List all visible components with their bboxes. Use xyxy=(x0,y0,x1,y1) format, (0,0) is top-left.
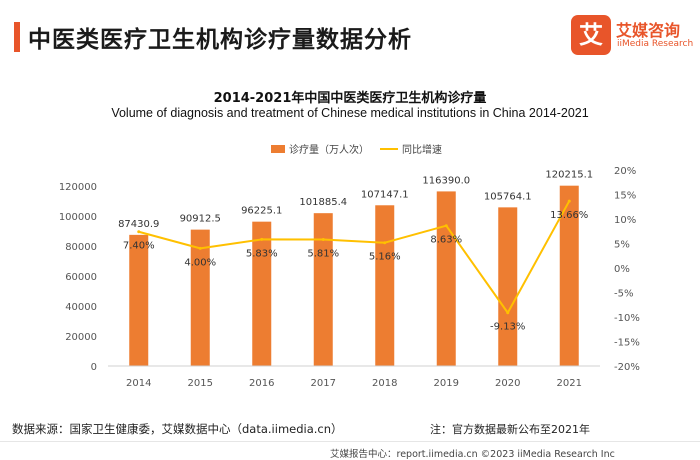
line-point xyxy=(506,311,510,315)
bar xyxy=(375,205,395,366)
logo-name-en: iiMedia Research xyxy=(617,39,694,49)
line-value-label: -9.13% xyxy=(490,322,525,333)
line-point xyxy=(444,224,448,228)
left-tick-label: 120000 xyxy=(59,182,97,193)
data-labels: 87430.9 90912.5 96225.1 101885.4 107147.1 116… xyxy=(118,170,593,333)
bar-value-label: 90912.5 xyxy=(180,214,221,225)
right-tick-label: 20% xyxy=(614,166,636,177)
right-tick-label: -10% xyxy=(614,313,640,324)
bar xyxy=(252,221,272,366)
line-point xyxy=(567,199,571,203)
line-value-label: 8.63% xyxy=(430,235,462,246)
footer-divider xyxy=(0,441,700,442)
legend-swatch-bar xyxy=(271,145,285,153)
legend: 诊疗量（万人次） 同比增速 xyxy=(271,143,442,156)
line-value-label: 13.66% xyxy=(550,210,588,221)
line-point xyxy=(383,241,387,245)
right-tick-label: 5% xyxy=(614,240,630,251)
x-tick-label: 2021 xyxy=(557,378,582,389)
copyright-line: 艾媒报告中心：report.iimedia.cn ©2023 iiMedia R… xyxy=(330,449,615,460)
logo-name-cn: 艾媒咨询 xyxy=(616,21,681,40)
line-point xyxy=(321,238,325,242)
line-series xyxy=(137,199,571,315)
x-tick-label: 2015 xyxy=(188,378,213,389)
logo-mark-icon: 艾 xyxy=(571,15,611,55)
bar-value-label: 96225.1 xyxy=(241,206,282,217)
left-tick-label: 0 xyxy=(91,362,97,373)
x-tick-label: 2014 xyxy=(126,378,151,389)
bar-series xyxy=(129,185,579,366)
legend-label-line: 同比增速 xyxy=(402,143,442,156)
data-source: 数据来源：国家卫生健康委，艾媒数据中心（data.iimedia.cn） xyxy=(12,422,343,436)
bar xyxy=(498,207,518,366)
right-tick-label: -5% xyxy=(614,289,633,300)
chart-subtitle: Volume of diagnosis and treatment of Chi… xyxy=(111,106,589,120)
left-tick-label: 80000 xyxy=(65,242,97,253)
bar xyxy=(129,234,149,366)
line-value-label: 5.16% xyxy=(369,252,401,263)
bar xyxy=(313,213,333,366)
left-tick-label: 20000 xyxy=(65,332,97,343)
bar-value-label: 87430.9 xyxy=(118,219,159,230)
title-accent-bar xyxy=(14,22,20,52)
x-tick-label: 2016 xyxy=(249,378,274,389)
brand-logo: 艾 艾媒咨询 iiMedia Research xyxy=(571,15,696,57)
bar xyxy=(190,229,210,366)
x-axis: 2014 2015 2016 2017 2018 2019 2020 2021 xyxy=(108,365,600,389)
right-tick-label: 10% xyxy=(614,215,636,226)
right-tick-label: 0% xyxy=(614,264,630,275)
right-axis: -20% -15% -10% -5% 0% 5% 10% 15% 20% xyxy=(614,166,640,373)
bar-value-label: 105764.1 xyxy=(484,191,532,202)
left-axis: 0 20000 40000 60000 80000 100000 120000 xyxy=(59,182,97,373)
line-point xyxy=(198,246,202,250)
line-value-label: 5.81% xyxy=(307,249,339,260)
bar-value-label: 107147.1 xyxy=(361,189,409,200)
right-tick-label: -20% xyxy=(614,362,640,373)
bar xyxy=(559,185,579,366)
right-tick-label: -15% xyxy=(614,338,640,349)
bar-value-label: 116390.0 xyxy=(422,175,470,186)
line-point xyxy=(137,230,141,234)
x-tick-label: 2020 xyxy=(495,378,520,389)
x-tick-label: 2019 xyxy=(434,378,459,389)
left-tick-label: 100000 xyxy=(59,212,97,223)
bar xyxy=(436,191,456,366)
x-tick-label: 2018 xyxy=(372,378,397,389)
left-tick-label: 40000 xyxy=(65,302,97,313)
left-tick-label: 60000 xyxy=(65,272,97,283)
bar-value-label: 101885.4 xyxy=(299,197,347,208)
line-point xyxy=(260,237,264,241)
right-tick-label: 15% xyxy=(614,191,636,202)
chart-title: 2014-2021年中国中医类医疗卫生机构诊疗量 xyxy=(213,91,487,106)
line-value-label: 7.40% xyxy=(123,241,155,252)
legend-label-bar: 诊疗量（万人次） xyxy=(289,143,369,156)
bar-value-label: 120215.1 xyxy=(545,170,593,181)
line-value-label: 5.83% xyxy=(246,248,278,259)
x-tick-label: 2017 xyxy=(311,378,336,389)
footer-note: 注：官方数据最新公布至2021年 xyxy=(430,423,590,436)
page-title: 中医类医疗卫生机构诊疗量数据分析 xyxy=(28,27,412,53)
line-value-label: 4.00% xyxy=(184,257,216,268)
growth-line xyxy=(138,200,571,314)
